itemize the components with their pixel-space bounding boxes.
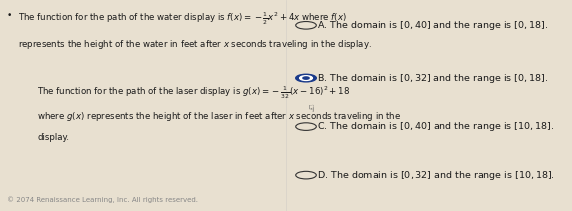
Text: C. The domain is $[0, 40]$ and the range is $[10, 18]$.: C. The domain is $[0, 40]$ and the range… — [317, 120, 555, 133]
Text: © 2074 Renaissance Learning, Inc. All rights reserved.: © 2074 Renaissance Learning, Inc. All ri… — [7, 196, 198, 203]
Text: ☞: ☞ — [304, 103, 314, 112]
Text: represents the height of the water in feet after $x$ seconds traveling in the di: represents the height of the water in fe… — [18, 38, 372, 51]
Text: A. The domain is $[0, 40]$ and the range is $[0, 18]$.: A. The domain is $[0, 40]$ and the range… — [317, 19, 549, 32]
Text: display.: display. — [37, 133, 69, 142]
Circle shape — [303, 77, 309, 79]
Circle shape — [300, 76, 312, 80]
Text: •: • — [7, 11, 12, 20]
Text: The function for the path of the laser display is $g(x) = -\frac{1}{32}(x - 16)^: The function for the path of the laser d… — [37, 84, 350, 101]
Circle shape — [296, 74, 316, 82]
Text: D. The domain is $[0, 32]$ and the range is $[10, 18]$.: D. The domain is $[0, 32]$ and the range… — [317, 169, 555, 182]
Text: where $g(x)$ represents the height of the laser in feet after $x$ seconds travel: where $g(x)$ represents the height of th… — [37, 110, 402, 123]
Text: B. The domain is $[0, 32]$ and the range is $[0, 18]$.: B. The domain is $[0, 32]$ and the range… — [317, 72, 549, 85]
Text: The function for the path of the water display is $f(x) = -\frac{1}{2}x^2 + 4x$ : The function for the path of the water d… — [18, 11, 347, 27]
